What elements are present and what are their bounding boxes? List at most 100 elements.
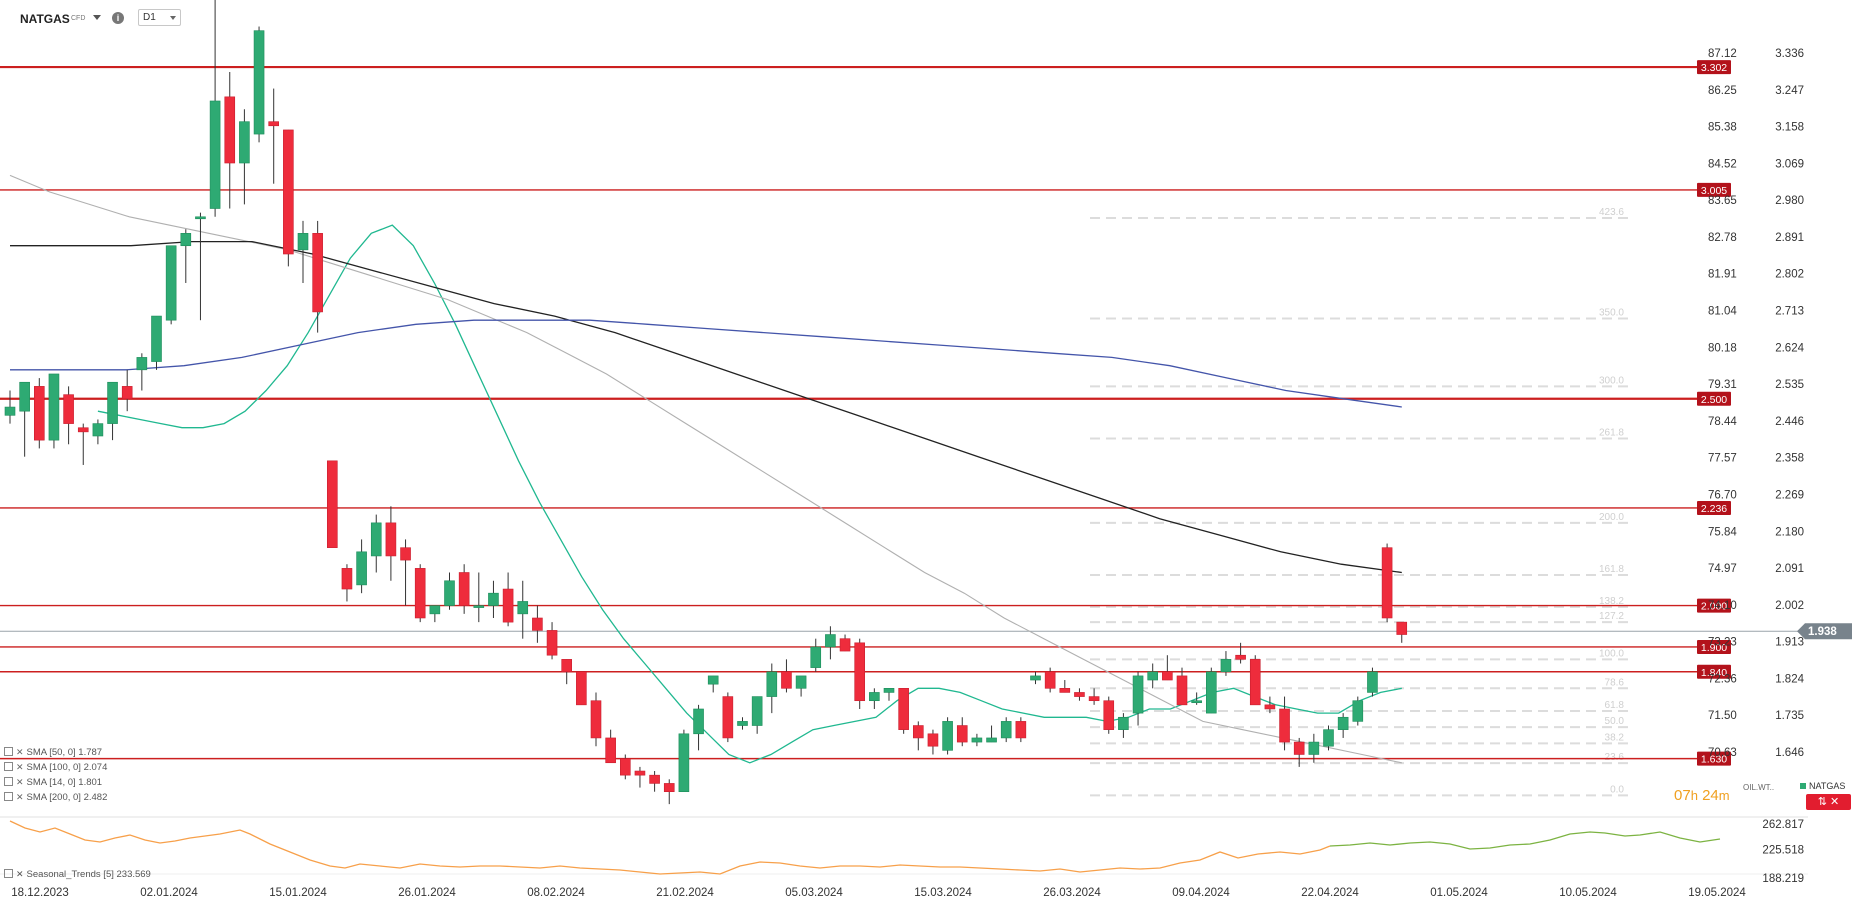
symbol-dropdown-icon[interactable] <box>93 15 101 20</box>
candle-body <box>224 96 236 164</box>
candle-body <box>326 460 338 548</box>
candle-countdown: 07h 24m <box>1674 787 1730 804</box>
candle-body <box>414 568 426 619</box>
right-axis-tick: 1.913 <box>1775 637 1804 649</box>
left-axis-tick: 70.63 <box>1708 747 1737 759</box>
legend-item[interactable]: ✕ SMA [14, 0] 1.801 <box>4 775 107 790</box>
candlesticks <box>4 0 1408 805</box>
legend-label: SMA [50, 0] 1.787 <box>26 747 103 758</box>
candle-body <box>1015 721 1027 739</box>
price-level-tag <box>1697 391 1731 406</box>
close-icon[interactable]: ✕ <box>16 762 24 772</box>
left-axis-tick: 72.36 <box>1708 673 1737 685</box>
candle-body <box>971 737 983 743</box>
close-icon[interactable]: ✕ <box>16 777 24 787</box>
date-axis: 18.12.2023 02.01.2024 15.01.2024 26.01.2024… <box>11 887 1746 899</box>
eye-icon[interactable] <box>4 869 13 878</box>
left-axis-tick: 81.91 <box>1708 269 1737 281</box>
candle-body <box>576 671 587 706</box>
candle-body <box>92 423 104 437</box>
candle-body <box>956 725 968 743</box>
candle-body <box>239 121 250 164</box>
candle-body <box>649 774 660 784</box>
eye-icon[interactable] <box>4 777 13 786</box>
candle-body <box>634 770 646 776</box>
date-tick: 01.05.2024 <box>1430 887 1488 899</box>
fib-label: 0.0 <box>1610 784 1624 795</box>
candle-body <box>1323 729 1334 747</box>
candle-body <box>1147 671 1158 681</box>
candle-body <box>532 617 543 631</box>
eye-icon[interactable] <box>4 747 13 756</box>
candle-body <box>869 692 880 702</box>
candle-body <box>429 605 441 615</box>
date-tick: 15.03.2024 <box>914 887 972 899</box>
close-icon[interactable]: ✕ <box>16 869 24 879</box>
legend-item[interactable]: ✕ SMA [50, 0] 1.787 <box>4 745 107 760</box>
candle-body <box>253 30 265 135</box>
date-tick: 22.04.2024 <box>1301 887 1359 899</box>
compare-label: OIL.WT.. <box>1743 783 1775 792</box>
left-axis-tick: 81.04 <box>1708 306 1737 318</box>
date-tick: 10.05.2024 <box>1559 887 1617 899</box>
right-axis-tick: 2.980 <box>1775 195 1804 207</box>
order-buttons[interactable]: ⇅ ✕ <box>1806 794 1851 810</box>
legend-item[interactable]: ✕ SMA [100, 0] 2.074 <box>4 760 107 775</box>
eye-icon[interactable] <box>4 792 13 801</box>
candle-body <box>1367 671 1378 693</box>
timer-h-unit: h <box>1690 788 1698 803</box>
candle-body <box>854 642 866 702</box>
right-axis-tick: 2.624 <box>1775 342 1804 354</box>
date-tick: 02.01.2024 <box>140 887 198 899</box>
right-axis-tick: 2.269 <box>1775 489 1804 501</box>
candle-body <box>1381 547 1393 619</box>
left-axis-tick: 86.25 <box>1708 85 1737 97</box>
left-axis-tick: 77.57 <box>1708 453 1737 465</box>
date-tick: 15.01.2024 <box>269 887 327 899</box>
symbol-badge-label: NATGAS <box>1809 781 1846 791</box>
close-icon[interactable]: ✕ <box>16 792 24 802</box>
price-level-value: 2.236 <box>1701 503 1727 515</box>
price-level-tag <box>1697 639 1731 654</box>
left-axis-tick: 82.78 <box>1708 232 1737 244</box>
seasonal-legend[interactable]: ✕ Seasonal_Trends [5] 233.569 <box>4 869 151 880</box>
candle-body <box>165 245 177 321</box>
price-level-tag <box>1697 598 1731 613</box>
left-axis-tick: 79.31 <box>1708 379 1737 391</box>
left-axis-tick: 84.52 <box>1708 158 1737 170</box>
symbol-name[interactable]: NATGAS <box>20 12 70 26</box>
info-icon[interactable]: i <box>112 12 124 24</box>
legend-item[interactable]: ✕ SMA [200, 0] 2.482 <box>4 790 107 805</box>
candle-body <box>4 406 16 416</box>
candle-body <box>107 381 118 424</box>
date-tick: 05.03.2024 <box>785 887 843 899</box>
fib-label: 61.8 <box>1605 700 1625 711</box>
candle-body <box>517 601 529 615</box>
fib-label: 423.6 <box>1599 207 1624 218</box>
compare-symbol[interactable]: OIL.WT.. <box>1743 783 1774 792</box>
color-swatch <box>1800 783 1806 789</box>
eye-icon[interactable] <box>4 762 13 771</box>
right-axis-tick: 2.713 <box>1775 306 1804 318</box>
right-axis-tick: 3.336 <box>1775 48 1804 60</box>
fib-label: 38.2 <box>1605 732 1625 743</box>
candle-body <box>1132 675 1144 714</box>
chart-toolbar: NATGAS CFD i D1 <box>0 0 1866 32</box>
close-icon[interactable]: ✕ <box>16 747 24 757</box>
candle-body <box>63 394 74 424</box>
interval-select[interactable]: D1 <box>138 9 181 26</box>
right-axis-tick: 2.802 <box>1775 269 1804 281</box>
right-axis-tick: 1.735 <box>1775 710 1804 722</box>
candle-body <box>737 721 748 726</box>
candle-body <box>473 605 485 608</box>
right-axis-tick: 3.247 <box>1775 85 1804 97</box>
left-axis-tick: 74.97 <box>1708 563 1737 575</box>
candle-body <box>942 721 953 751</box>
candle-body <box>883 688 895 693</box>
candle-body <box>1220 659 1232 673</box>
fib-label: 23.6 <box>1605 752 1625 763</box>
candle-body <box>1000 721 1012 739</box>
seasonal-line-past <box>9 820 1331 875</box>
interval-value: D1 <box>143 12 156 23</box>
